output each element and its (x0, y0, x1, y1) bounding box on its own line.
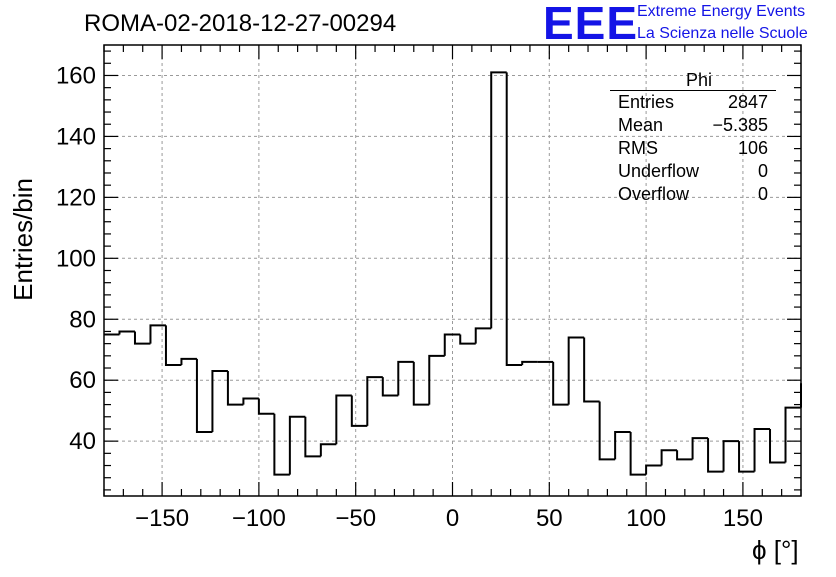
stats-label: RMS (618, 138, 658, 158)
histogram-bin (691, 437, 709, 460)
histogram-bin (226, 371, 244, 406)
histogram-bin (676, 450, 693, 461)
y-tick-label: 120 (56, 184, 96, 211)
histogram-bin (288, 415, 306, 475)
histogram-bin (505, 72, 523, 366)
histogram-bin (335, 394, 352, 445)
stats-row-rms: RMS 106 (610, 137, 776, 160)
logo-caption-line1: Extreme Energy Events (637, 3, 806, 20)
x-tick-label: 150 (723, 505, 763, 532)
x-tick-label: −150 (135, 505, 189, 532)
stats-row-mean: Mean −5.385 (610, 114, 776, 137)
histogram-bin (707, 438, 724, 473)
histogram-bin (164, 325, 182, 366)
histogram-bin (490, 71, 507, 329)
histogram-bin (350, 395, 368, 427)
histogram-bin (583, 337, 600, 403)
stats-value: 2847 (727, 92, 768, 112)
stats-box: Phi Entries 2847 Mean −5.385 RMS 106 Und… (610, 70, 776, 206)
stats-label: Overflow (618, 184, 690, 204)
stats-label: Entries (618, 92, 675, 112)
y-tick-label: 40 (69, 428, 96, 455)
logo-caption-line2: La Scienza nelle Scuole (637, 25, 808, 42)
stats-title: Phi (685, 70, 712, 90)
stats-value: 0 (757, 161, 768, 181)
x-tick-label: 100 (626, 505, 666, 532)
x-axis-label: ϕ [°] (752, 535, 799, 565)
histogram-bin (459, 334, 476, 345)
x-tick-label: 50 (536, 505, 563, 532)
y-tick-label: 140 (56, 123, 96, 150)
stats-value: 106 (737, 138, 768, 158)
x-tick-label: 0 (446, 505, 459, 532)
stats-row-underflow: Underflow 0 (610, 160, 776, 183)
histogram-bin (257, 398, 275, 415)
histogram-bin (660, 449, 678, 466)
histogram-bin (366, 376, 383, 426)
histogram-bin (381, 377, 399, 397)
histogram-bin (769, 428, 786, 464)
histogram-bin (598, 401, 616, 461)
stats-divider (610, 90, 776, 91)
stats-label: Mean (618, 115, 664, 135)
run-title: ROMA-02-2018-12-27-00294 (84, 10, 397, 37)
y-tick-label: 160 (56, 62, 96, 89)
histogram-bin (443, 333, 461, 356)
histogram-bin (149, 324, 166, 344)
x-tick-label: −100 (232, 505, 286, 532)
histogram-bin (552, 361, 569, 406)
histogram-bin (211, 370, 228, 433)
x-tick-label: −50 (335, 505, 376, 532)
stats-row-overflow: Overflow 0 (610, 183, 776, 206)
y-tick-label: 100 (56, 245, 96, 272)
y-tick-label: 60 (69, 367, 96, 394)
histogram-bin (738, 441, 755, 473)
histogram-bin (784, 406, 801, 463)
histogram-bin (273, 413, 290, 476)
histogram-bin (304, 416, 321, 458)
eee-logo: EEE (543, 0, 639, 49)
histogram-bin (242, 397, 259, 405)
histogram-bin (521, 360, 538, 365)
histogram-bin (133, 331, 151, 345)
histogram-bin (412, 361, 430, 406)
histogram-bin (428, 354, 445, 405)
histogram-bin (753, 427, 771, 472)
histogram-bin (474, 327, 492, 344)
histogram-bin (319, 443, 337, 457)
histogram-bin (629, 432, 647, 476)
stats-value: −5.385 (712, 115, 768, 135)
histogram-bin (118, 330, 135, 335)
histogram-bin (180, 357, 197, 365)
y-axis-label: Entries/bin (8, 178, 38, 301)
histogram-bin (645, 464, 662, 475)
histogram-bin (614, 431, 631, 460)
y-tick-label: 80 (69, 306, 96, 333)
stats-row-entries: Entries 2847 (610, 91, 776, 114)
stats-label: Underflow (618, 161, 700, 181)
histogram-bin (397, 360, 414, 396)
stats-value: 0 (757, 184, 768, 204)
histogram-bin (567, 336, 585, 405)
histogram-bin (722, 440, 740, 472)
histogram-bin (195, 358, 213, 434)
